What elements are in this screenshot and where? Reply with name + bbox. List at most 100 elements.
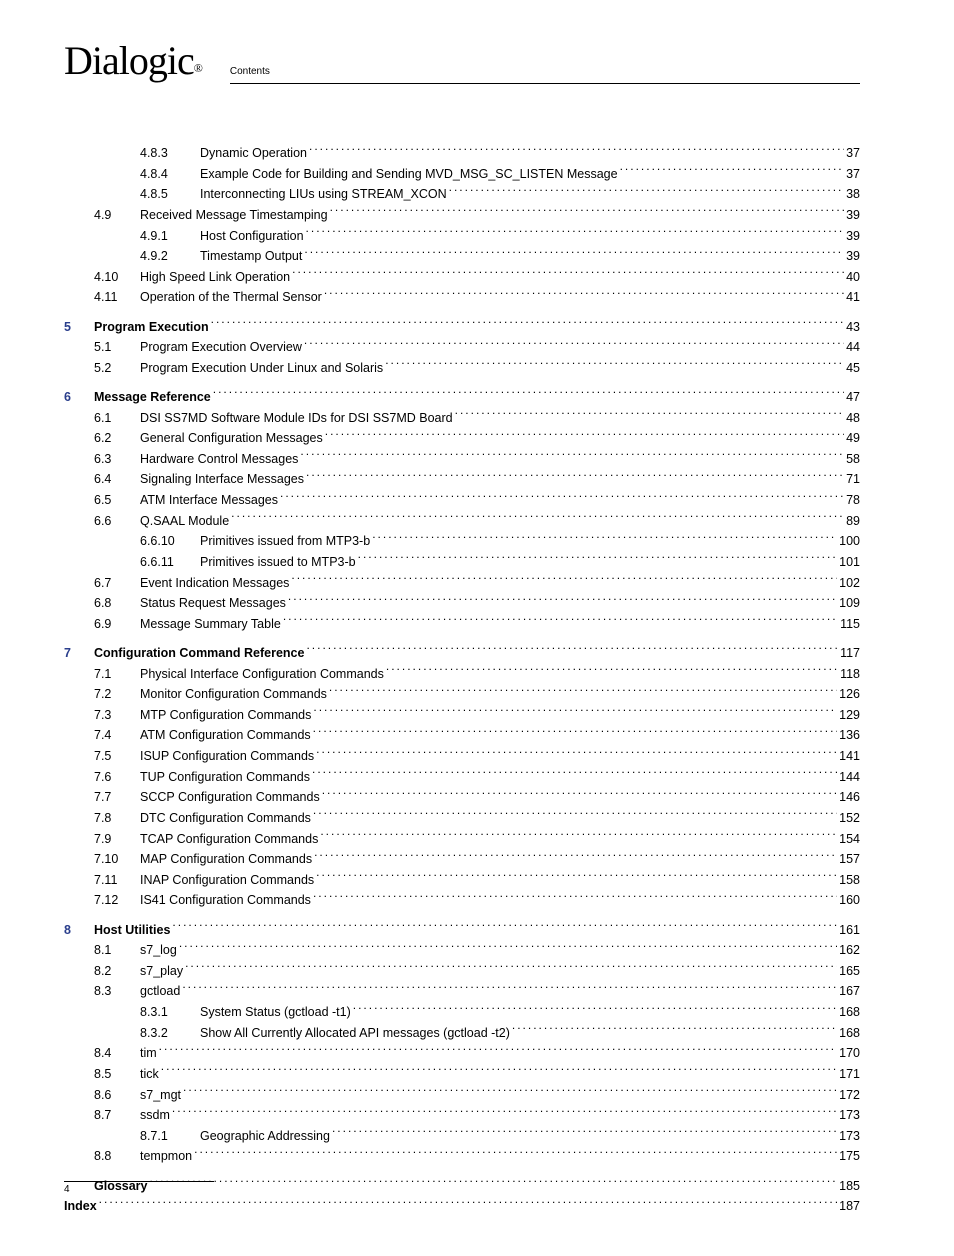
toc-title: Primitives issued to MTP3-b — [200, 553, 356, 571]
section-number: 7.8 — [94, 809, 140, 827]
subsection-number: 6.6.11 — [140, 553, 200, 571]
toc-row: 8.2s7_play165 — [64, 960, 860, 980]
toc-title: Primitives issued from MTP3-b — [200, 532, 370, 550]
toc-row: 6Message Reference47 — [64, 386, 860, 406]
toc-leader — [320, 828, 837, 843]
toc-page-number: 48 — [846, 409, 860, 427]
toc-title: Physical Interface Configuration Command… — [140, 665, 384, 683]
toc-leader — [179, 939, 837, 954]
page-container: Dialogic® Contents 4.8.3Dynamic Operatio… — [0, 0, 954, 1256]
toc-page-number: 117 — [840, 644, 860, 662]
toc-row: 8.8tempmon175 — [64, 1145, 860, 1165]
toc-page-number: 168 — [839, 1003, 860, 1021]
toc-title: ISUP Configuration Commands — [140, 747, 314, 765]
section-number: 6.6 — [94, 512, 140, 530]
toc-leader — [304, 336, 844, 351]
toc-page-number: 43 — [846, 318, 860, 336]
toc-page-number: 39 — [846, 206, 860, 224]
toc-title: Host Utilities — [94, 921, 170, 939]
toc-row: 5Program Execution43 — [64, 316, 860, 336]
toc-leader — [213, 386, 844, 401]
toc-title: Geographic Addressing — [200, 1127, 330, 1145]
toc-title: Monitor Configuration Commands — [140, 685, 327, 703]
toc-title: s7_log — [140, 941, 177, 959]
toc-leader — [353, 1001, 837, 1016]
toc-leader — [306, 468, 844, 483]
toc-page-number: 49 — [846, 429, 860, 447]
toc-leader — [306, 642, 838, 657]
toc-leader — [330, 204, 845, 219]
section-number: 7.4 — [94, 726, 140, 744]
toc-row: 7.8DTC Configuration Commands152 — [64, 807, 860, 827]
toc-title: MTP Configuration Commands — [140, 706, 311, 724]
toc-row: 6.7Event Indication Messages102 — [64, 572, 860, 592]
chapter-number: 7 — [64, 644, 94, 662]
toc-page-number: 187 — [839, 1197, 860, 1215]
section-number: 8.3 — [94, 982, 140, 1000]
toc-page-number: 38 — [846, 185, 860, 203]
toc-title: Index — [64, 1197, 97, 1215]
subsection-number: 8.3.1 — [140, 1003, 200, 1021]
toc-page-number: 172 — [839, 1086, 860, 1104]
subsection-number: 8.7.1 — [140, 1127, 200, 1145]
toc-page-number: 170 — [839, 1044, 860, 1062]
toc-leader — [449, 183, 844, 198]
toc-page-number: 102 — [839, 574, 860, 592]
toc-row: 7.9TCAP Configuration Commands154 — [64, 828, 860, 848]
toc-row: 6.4Signaling Interface Messages71 — [64, 468, 860, 488]
toc-title: Message Summary Table — [140, 615, 281, 633]
toc-title: gctload — [140, 982, 180, 1000]
toc-title: tim — [140, 1044, 157, 1062]
toc-page-number: 45 — [846, 359, 860, 377]
toc-row: 4.9Received Message Timestamping39 — [64, 204, 860, 224]
toc-row: 8.3gctload167 — [64, 980, 860, 1000]
toc-page-number: 141 — [839, 747, 860, 765]
toc-title: Operation of the Thermal Sensor — [140, 288, 322, 306]
toc-leader — [99, 1195, 837, 1210]
toc-leader — [455, 407, 844, 422]
subsection-number: 4.8.5 — [140, 185, 200, 203]
toc-title: DSI SS7MD Software Module IDs for DSI SS… — [140, 409, 453, 427]
section-number: 7.12 — [94, 891, 140, 909]
toc-row: 7.5ISUP Configuration Commands141 — [64, 745, 860, 765]
toc-page-number: 158 — [839, 871, 860, 889]
section-number: 5.1 — [94, 338, 140, 356]
toc-row: 7Configuration Command Reference117 — [64, 642, 860, 662]
toc-leader — [316, 745, 837, 760]
brand-logo: Dialogic® — [64, 37, 202, 84]
toc-page-number: 171 — [839, 1065, 860, 1083]
section-number: 8.1 — [94, 941, 140, 959]
section-number: 6.5 — [94, 491, 140, 509]
section-number: 6.7 — [94, 574, 140, 592]
toc-leader — [182, 980, 837, 995]
toc-row: 6.9Message Summary Table115 — [64, 613, 860, 633]
section-number: 6.4 — [94, 470, 140, 488]
toc-row: 8.3.2Show All Currently Allocated API me… — [64, 1022, 860, 1042]
subsection-number: 4.8.4 — [140, 165, 200, 183]
toc-row: 6.6.11Primitives issued to MTP3-b101 — [64, 551, 860, 571]
toc-page-number: 47 — [846, 388, 860, 406]
toc-leader — [313, 889, 837, 904]
section-number: 7.10 — [94, 850, 140, 868]
toc-row: 8.5tick171 — [64, 1063, 860, 1083]
toc-row: 8.4tim170 — [64, 1042, 860, 1062]
section-number: 7.7 — [94, 788, 140, 806]
toc-title: Timestamp Output — [200, 247, 302, 265]
toc-leader — [161, 1063, 837, 1078]
toc-page-number: 71 — [846, 470, 860, 488]
toc-title: System Status (gctload -t1) — [200, 1003, 351, 1021]
chapter-number: 8 — [64, 921, 94, 939]
toc-row: 7.10MAP Configuration Commands157 — [64, 848, 860, 868]
toc-row: 7.6TUP Configuration Commands144 — [64, 766, 860, 786]
toc-page-number: 173 — [839, 1127, 860, 1145]
toc-title: Program Execution — [94, 318, 209, 336]
toc-page-number: 39 — [846, 247, 860, 265]
toc-page-number: 44 — [846, 338, 860, 356]
toc-leader — [314, 848, 837, 863]
toc-page-number: 40 — [846, 268, 860, 286]
toc-row: 4.8.3Dynamic Operation37 — [64, 142, 860, 162]
toc-row: 4.9.1Host Configuration39 — [64, 225, 860, 245]
section-number: 6.3 — [94, 450, 140, 468]
toc-page-number: 146 — [839, 788, 860, 806]
subsection-number: 4.9.1 — [140, 227, 200, 245]
